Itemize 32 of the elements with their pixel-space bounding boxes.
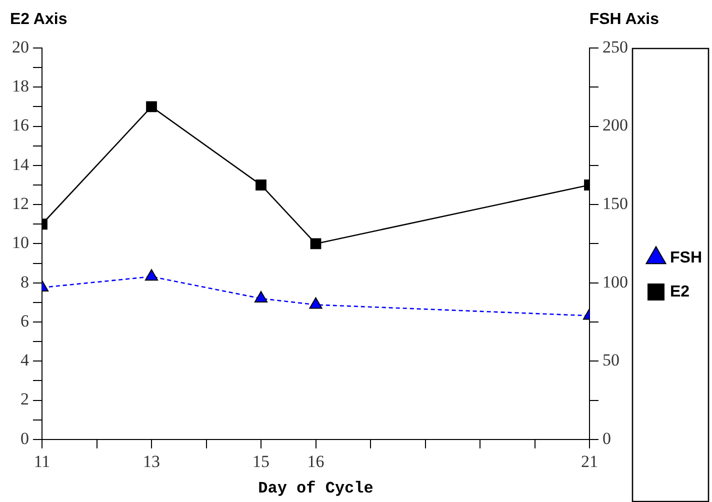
y-tick-label: 18 xyxy=(12,76,29,96)
y-tick-label: 20 xyxy=(12,37,29,56)
y-axis-title: E2 Axis xyxy=(10,11,68,28)
x-tick-label: 11 xyxy=(34,452,50,472)
y-tick-label: 14 xyxy=(12,154,30,174)
y-tick-label: 4 xyxy=(20,350,30,370)
point xyxy=(309,297,322,309)
y2-tick-label: 50 xyxy=(602,350,620,370)
x-tick-label: 13 xyxy=(143,452,160,472)
y2-tick-label: 100 xyxy=(602,272,628,292)
point xyxy=(310,238,322,250)
x-tick-label: 15 xyxy=(252,452,270,472)
y-tick-label: 6 xyxy=(20,311,29,330)
legend-label: E2 xyxy=(670,283,690,300)
y2-tick-label: 250 xyxy=(602,37,628,56)
x-tick-label: 16 xyxy=(307,452,324,472)
y2-axis-title: FSH Axis xyxy=(589,11,660,28)
y-tick-label: 2 xyxy=(20,390,29,409)
point xyxy=(146,101,157,112)
y2-tick-label: 0 xyxy=(602,428,611,448)
y-tick-label: 16 xyxy=(12,116,29,135)
point xyxy=(256,180,266,190)
y-tick-label: 0 xyxy=(20,428,29,448)
y-tick-label: 12 xyxy=(12,194,29,214)
x-axis-title: Day of Cycle xyxy=(258,479,374,498)
y-tick-label: 10 xyxy=(12,233,29,252)
x-tick-label: 21 xyxy=(581,452,598,472)
legend-label: FSH xyxy=(670,249,702,266)
y2-tick-label: 150 xyxy=(602,194,628,214)
y-tick-label: 8 xyxy=(20,272,29,292)
y2-tick-label: 200 xyxy=(602,116,628,135)
point xyxy=(254,290,268,302)
